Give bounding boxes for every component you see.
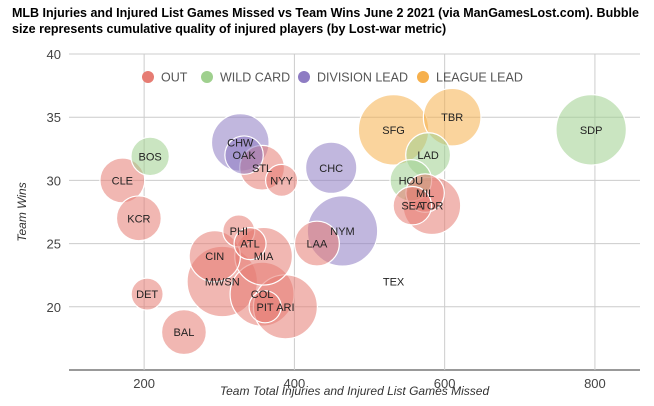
bubble-label-pit: PIT — [257, 302, 274, 314]
legend-swatch-division-lead — [298, 71, 310, 83]
bubble-label-tbr: TBR — [441, 112, 463, 124]
bubble-label-tex: TEX — [383, 277, 405, 289]
bubble-det[interactable] — [130, 277, 164, 311]
y-axis-title: Team Wins — [15, 182, 29, 241]
axis-ticks: 20 25 30 35 40 200 400 600 800 — [47, 47, 606, 391]
bubble-laa[interactable] — [293, 220, 340, 267]
legend-swatch-wild-card — [201, 71, 213, 83]
bubble-kcr[interactable] — [115, 195, 162, 242]
bubble-label-lad: LAD — [417, 150, 438, 162]
bubble-label-cin: CIN — [205, 251, 224, 263]
x-tick-label: 600 — [434, 376, 456, 391]
bubble-label-bos: BOS — [139, 151, 162, 163]
bubble-atl[interactable] — [233, 227, 267, 261]
bubble-label-phi: PHI — [230, 226, 248, 238]
bubble-label-nyy: NYY — [270, 175, 293, 187]
bubble-label-ari: ARI — [276, 302, 294, 314]
bubble-label-sdp: SDP — [580, 125, 603, 137]
bubble-label-nym: NYM — [330, 226, 354, 238]
bubble-label-oak: OAK — [232, 150, 256, 162]
bubble-label-det: DET — [136, 289, 158, 301]
bubble-label-chc: CHC — [319, 163, 343, 175]
x-tick-label: 800 — [584, 376, 606, 391]
bubble-label-cle: CLE — [112, 175, 133, 187]
bubble-label-sfg: SFG — [382, 125, 405, 137]
y-tick-label: 30 — [47, 173, 61, 188]
bubble-label-laa: LAA — [307, 239, 328, 251]
legend-label-league-lead: LEAGUE LEAD — [436, 71, 523, 85]
bubble-chc[interactable] — [305, 141, 358, 194]
bubble-label-tor: TOR — [420, 201, 443, 213]
legend: OUT WILD CARD DIVISION LEAD LEAGUE LEAD — [142, 71, 523, 85]
legend-label-out: OUT — [161, 71, 188, 85]
legend-swatch-league-lead — [417, 71, 429, 83]
bubble-label-col: COL — [251, 289, 274, 301]
bubble-bos[interactable] — [130, 136, 170, 177]
bubble-oak[interactable] — [224, 135, 264, 175]
bubble-label-mil: MIL — [416, 188, 434, 200]
x-tick-label: 400 — [284, 376, 306, 391]
y-tick-label: 25 — [47, 237, 61, 252]
y-tick-label: 40 — [47, 47, 61, 62]
bubble-nyy[interactable] — [265, 163, 299, 197]
x-tick-label: 200 — [133, 376, 155, 391]
bubble-label-mwsn: MWSN — [205, 277, 240, 289]
bubble-label-stl: STL — [252, 163, 272, 175]
bubble-label-kcr: KCR — [127, 213, 150, 225]
y-tick-label: 20 — [47, 300, 61, 315]
bubble-label-bal: BAL — [174, 327, 195, 339]
legend-label-division-lead: DIVISION LEAD — [317, 71, 408, 85]
bubble-tbr[interactable] — [422, 87, 482, 147]
bubble-label-hou: HOU — [399, 175, 424, 187]
bubble-sdp[interactable] — [555, 94, 627, 166]
legend-label-wild-card: WILD CARD — [220, 71, 290, 85]
legend-swatch-out — [142, 71, 154, 83]
bubble-label-atl: ATL — [240, 239, 259, 251]
x-axis-title: Team Total Injuries and Injured List Gam… — [220, 384, 490, 398]
bubbles — [99, 87, 627, 356]
bubble-bal[interactable] — [160, 309, 207, 356]
chart-title: MLB Injuries and Injured List Games Miss… — [12, 6, 639, 36]
y-tick-label: 35 — [47, 110, 61, 125]
bubble-pit[interactable] — [248, 290, 282, 324]
bubble-label-chw: CHW — [227, 137, 254, 149]
bubble-label-mia: MIA — [254, 251, 274, 263]
bubble-label-sea: SEA — [401, 201, 424, 213]
bubble-sea[interactable] — [392, 185, 433, 226]
